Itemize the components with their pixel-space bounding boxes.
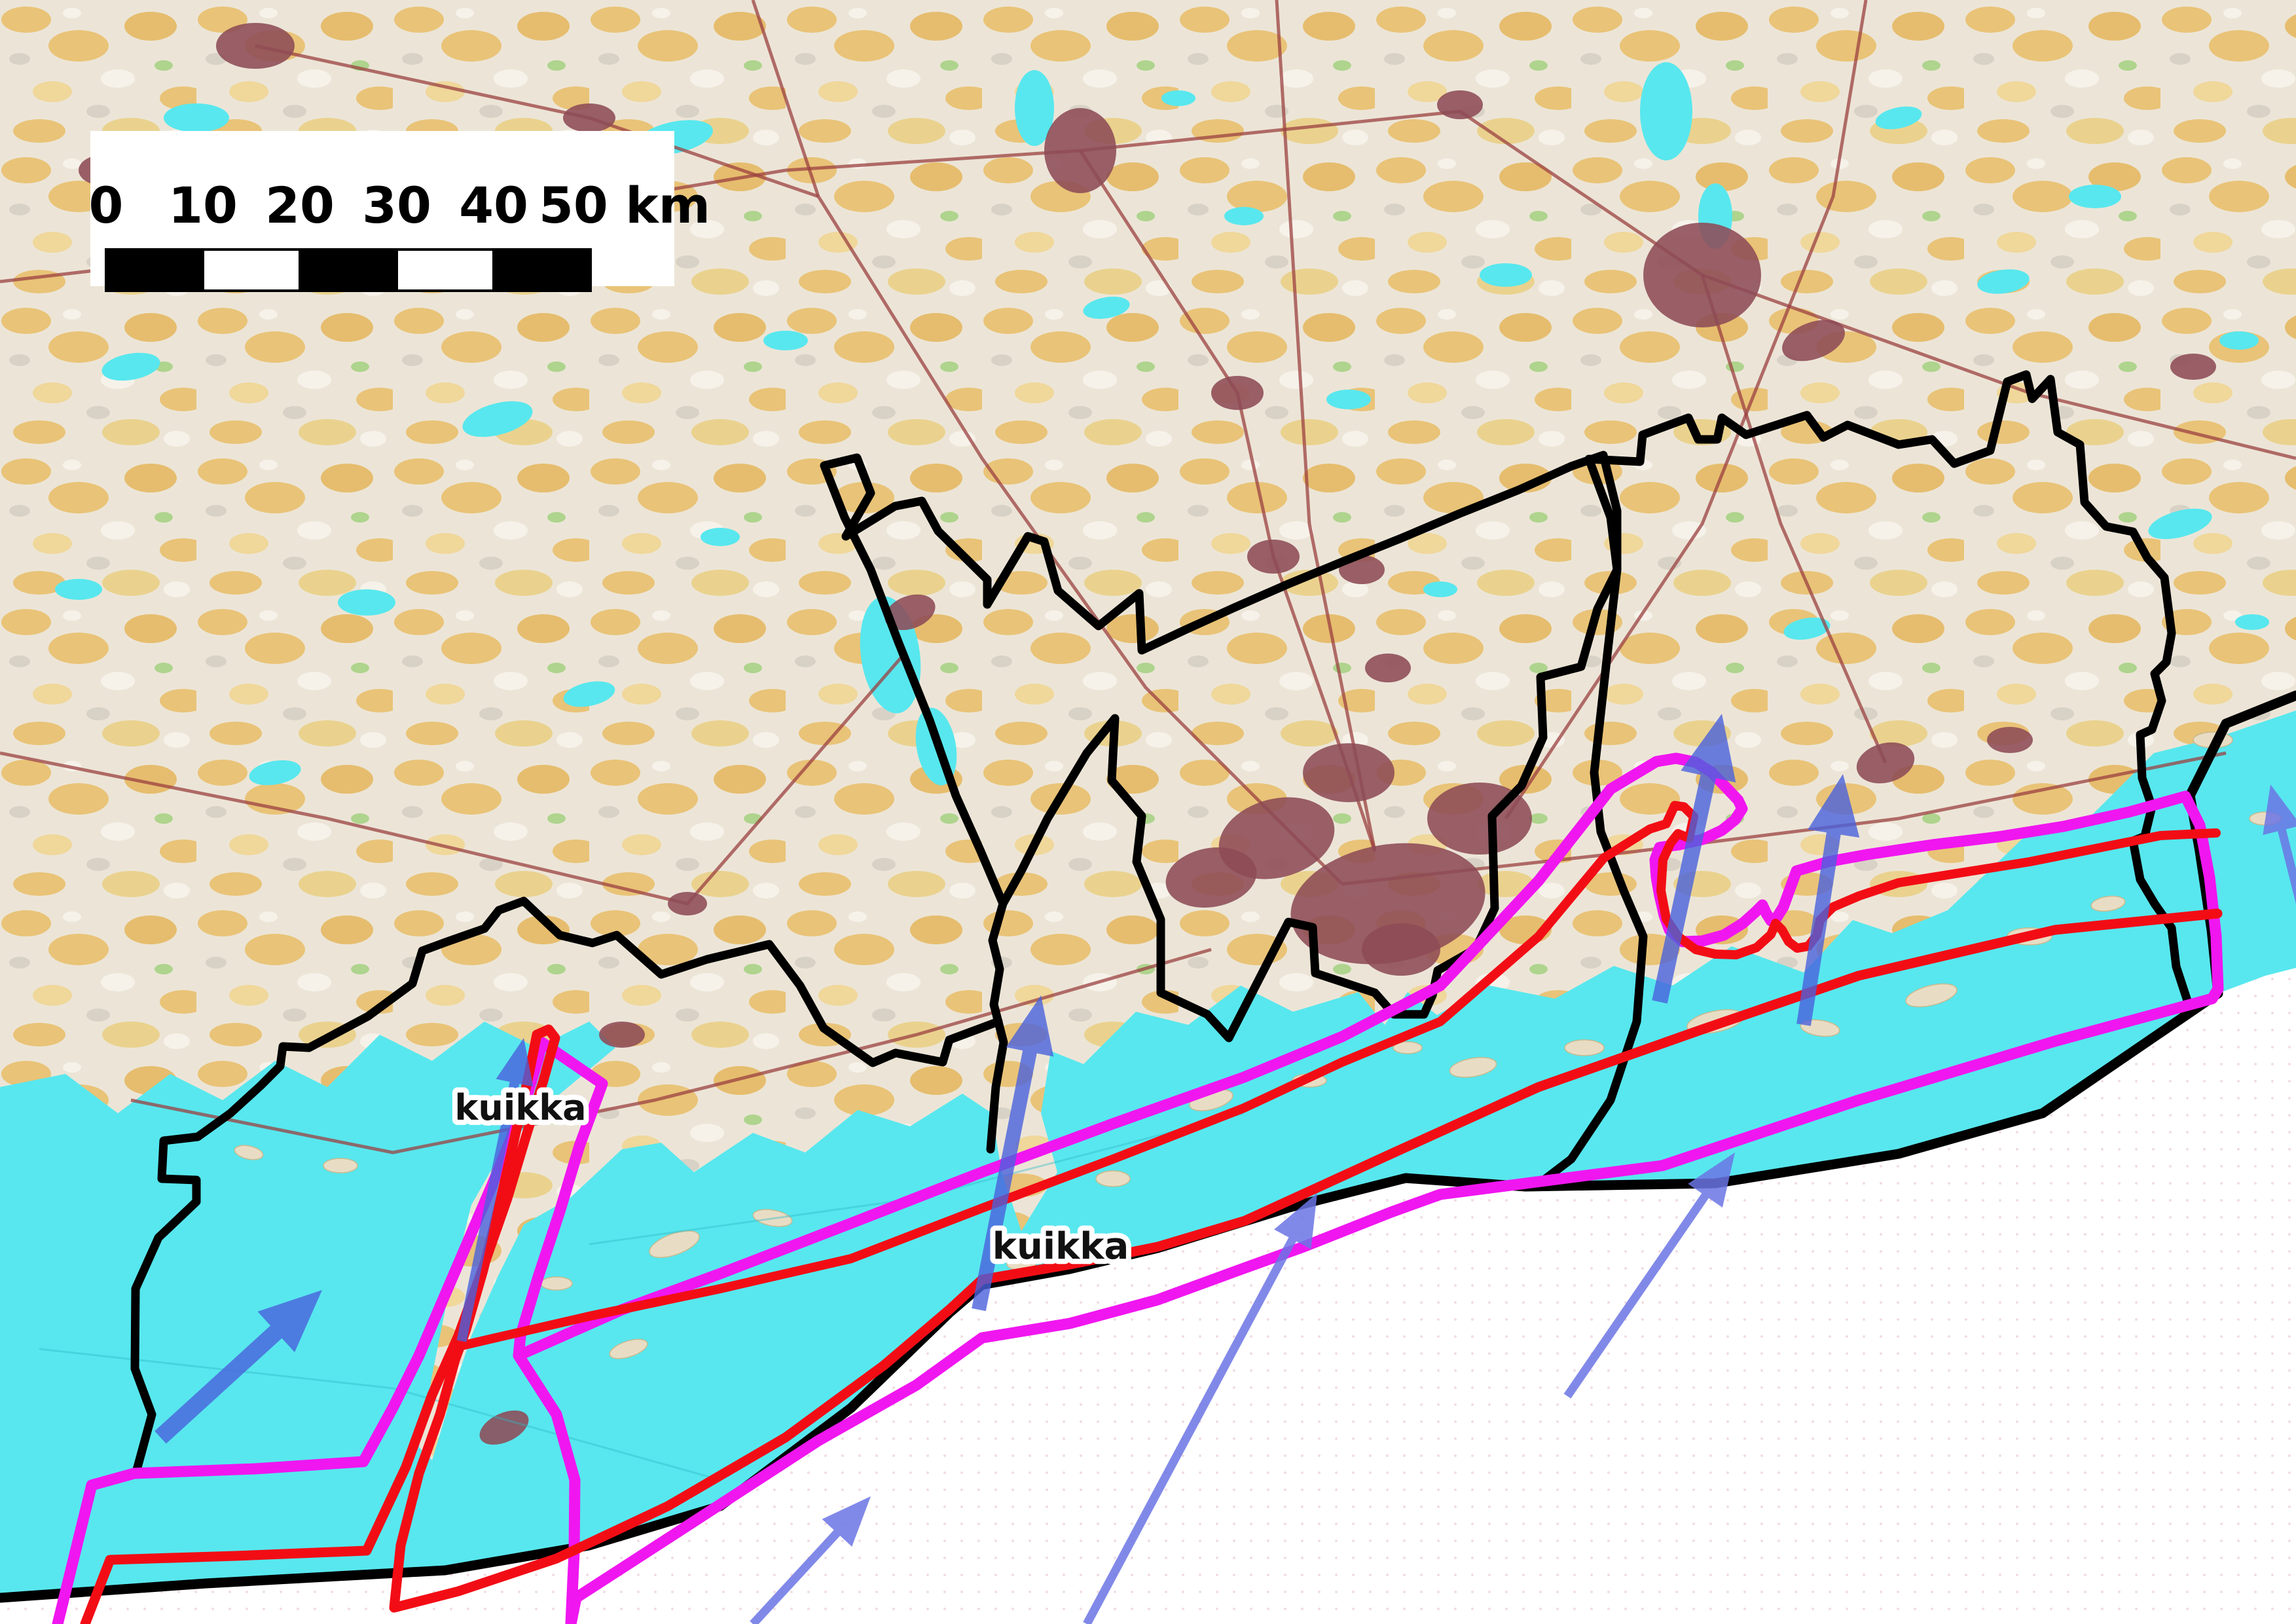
lake <box>1977 269 2030 294</box>
scalebar-segment <box>202 248 301 292</box>
urban-area <box>216 23 295 69</box>
island <box>323 1158 358 1173</box>
lake <box>55 579 102 600</box>
road-line <box>1700 274 1887 764</box>
lake <box>1161 90 1195 106</box>
lake <box>2219 331 2259 350</box>
migration-arrow <box>1796 774 1860 1026</box>
scalebar-tick-label: 40 <box>459 176 528 234</box>
lake <box>1326 390 1371 409</box>
urban-area <box>1987 727 2033 753</box>
island <box>649 1230 700 1259</box>
migration-arrow <box>1563 1153 1735 1399</box>
urban-area <box>1165 847 1257 908</box>
lake <box>1640 62 1692 160</box>
island <box>234 1145 264 1160</box>
lake <box>763 331 808 350</box>
scalebar-tick-label: 20 <box>265 176 335 234</box>
lake <box>1480 263 1532 287</box>
labels-layer: kuikka kuikka <box>449 1082 1134 1273</box>
island <box>1393 1041 1423 1054</box>
island <box>1905 983 1958 1008</box>
migration-arrow <box>155 1290 322 1444</box>
lake <box>1224 207 1264 225</box>
lake <box>563 681 615 707</box>
lake <box>1423 581 1457 597</box>
urban-area <box>668 892 707 915</box>
lake <box>164 103 229 132</box>
lake <box>2148 508 2212 540</box>
lake <box>249 760 301 786</box>
road-line <box>130 948 1212 1154</box>
island <box>1095 1170 1131 1187</box>
migration-arrow <box>456 1038 534 1342</box>
urban-area <box>599 1022 645 1048</box>
scalebar-segment <box>299 248 398 292</box>
island <box>752 1209 793 1227</box>
lake <box>1083 297 1130 319</box>
scalebar-tick-label: 0 <box>89 176 124 234</box>
migration-arrow <box>1652 714 1736 1004</box>
land-area <box>0 0 2296 1460</box>
corridor-red-south-line <box>80 908 2223 1624</box>
scalebar-segment <box>395 248 495 292</box>
study-area-west-boundary <box>130 896 1003 1477</box>
lake <box>338 589 395 616</box>
road-line <box>0 654 905 906</box>
lake <box>462 401 533 437</box>
island <box>540 1276 573 1291</box>
kuikka-label-east: kuikka <box>993 1225 1129 1268</box>
urban-area <box>1365 654 1411 682</box>
island <box>1564 1039 1605 1056</box>
lake <box>1783 618 1831 640</box>
island <box>609 1338 648 1359</box>
lake <box>2069 185 2121 208</box>
study-area-divider-boundary <box>1531 565 1648 1191</box>
urban-area <box>1211 376 1264 410</box>
urban-area <box>1247 540 1300 574</box>
lake <box>2235 614 2269 630</box>
lake <box>701 528 740 546</box>
scalebar-tick-label: 10 <box>168 176 238 234</box>
urban-area <box>884 594 936 631</box>
urban-area <box>1437 90 1483 119</box>
urban-area <box>1856 742 1915 784</box>
lake <box>1875 106 1922 130</box>
road-line <box>751 0 1343 885</box>
urban-area <box>1303 743 1394 802</box>
urban-area <box>563 103 615 132</box>
migration-arrow <box>972 995 1054 1312</box>
migration-arrow <box>1083 1193 1317 1624</box>
kuikka-label-west: kuikka <box>454 1087 586 1128</box>
migration-arrow <box>750 1496 871 1624</box>
corridor-magenta-branch-line <box>513 1350 581 1624</box>
urban-area <box>1782 320 1845 361</box>
urban-area <box>479 1410 529 1445</box>
urban-area <box>1044 108 1116 193</box>
corridor-magenta-main-line <box>52 752 2224 1624</box>
urban-area <box>1290 843 1485 965</box>
migration-arrow <box>2263 784 2296 904</box>
urban-area <box>2170 354 2216 380</box>
island <box>2090 895 2126 912</box>
lake <box>101 352 160 381</box>
lake <box>1015 70 1054 146</box>
corridor-red-north-line <box>457 801 2221 1350</box>
scalebar-tick-label: 30 <box>362 176 431 234</box>
urban-area <box>1643 223 1761 327</box>
island <box>1449 1057 1497 1078</box>
unmapped-white-zone <box>0 968 2296 1624</box>
scalebar: 0 10 20 30 40 50 km <box>89 131 710 292</box>
sea-nav-line <box>39 1348 721 1481</box>
scalebar-segment <box>105 248 204 292</box>
scalebar-end-label: 50 km <box>539 176 710 234</box>
scalebar-segment <box>492 248 592 292</box>
urban-area <box>1362 923 1440 976</box>
study-area-middle-boundary <box>820 451 1622 1154</box>
